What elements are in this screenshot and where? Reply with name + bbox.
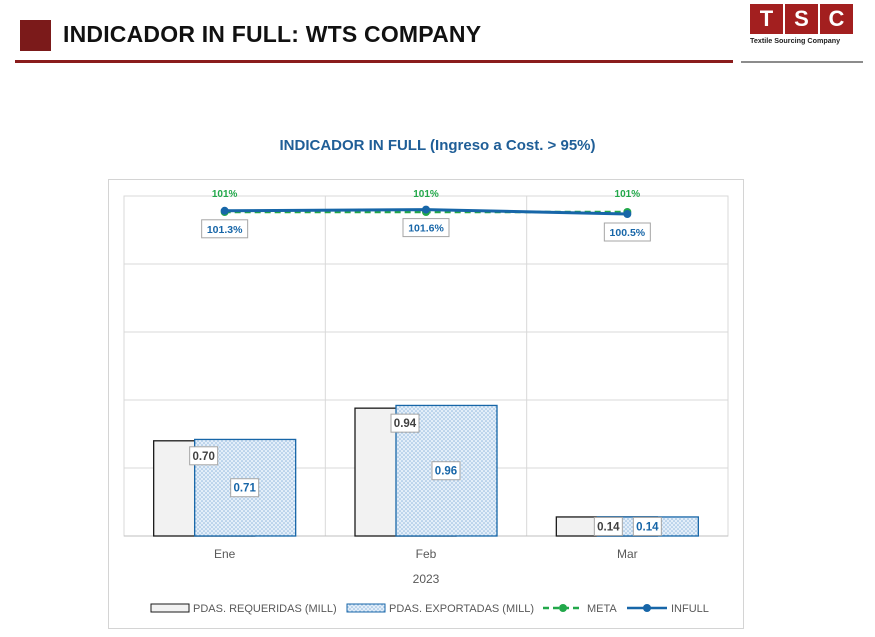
meta-data-label: 101%: [615, 189, 641, 200]
data-label-requeridas: 0.94: [394, 418, 417, 430]
combo-chart: 0.70 0.71 0.94 0.96 0.14 0.14 101% 101% 101% 101.…: [123, 189, 729, 615]
chart-frame: 0.70 0.71 0.94 0.96 0.14 0.14 101% 101% 101% 101.…: [108, 179, 744, 629]
logo-letter: S: [785, 4, 818, 34]
logo-letter: T: [750, 4, 783, 34]
x-tick-label: Feb: [416, 547, 437, 561]
infull-data-label: 100.5%: [610, 227, 646, 239]
data-label-requeridas-box: [189, 446, 219, 466]
logo-tagline: Textile Sourcing Company: [750, 36, 841, 45]
data-label-requeridas: 0.70: [192, 451, 214, 463]
meta-data-label: 101%: [413, 189, 439, 200]
infull-data-label-box: [201, 219, 249, 239]
legend-swatch-requeridas: [150, 603, 190, 613]
infull-point: [422, 205, 430, 214]
legend-label: PDAS. REQUERIDAS (MILL): [193, 603, 337, 615]
header-divider: [15, 60, 733, 63]
data-label-exportadas-box: [431, 461, 461, 481]
infull-point: [623, 210, 632, 218]
infull-data-label-box: [603, 222, 651, 242]
legend-swatch-exportadas: [346, 603, 386, 613]
legend-label: INFULL: [671, 603, 709, 615]
legend-marker-infull: [643, 604, 651, 612]
data-label-exportadas: 0.14: [636, 521, 659, 533]
data-label-requeridas: 0.14: [597, 521, 620, 533]
x-axis-title: 2023: [413, 572, 440, 586]
logo-letter: C: [820, 4, 853, 34]
data-label-exportadas-box: [230, 478, 260, 498]
data-label-requeridas-box: [390, 413, 420, 433]
x-tick-label: Ene: [214, 547, 236, 561]
x-tick-label: Mar: [617, 547, 638, 561]
meta-data-label: 101%: [212, 189, 238, 200]
header-divider-secondary: [741, 61, 863, 63]
legend-label: PDAS. EXPORTADAS (MILL): [389, 603, 534, 615]
data-label-exportadas: 0.96: [435, 466, 457, 478]
company-logo: T S C Textile Sourcing Company: [750, 4, 854, 45]
legend-label: META: [587, 603, 617, 615]
infull-data-label: 101.3%: [207, 224, 243, 236]
page-title: INDICADOR IN FULL: WTS COMPANY: [63, 21, 482, 47]
legend-marker-meta: [559, 604, 567, 612]
infull-data-label-box: [402, 218, 450, 238]
chart-title: INDICADOR IN FULL (Ingreso a Cost. > 95%…: [279, 137, 596, 154]
data-label-exportadas: 0.71: [233, 483, 256, 495]
data-label-exportadas-box: [632, 516, 662, 536]
infull-data-label: 101.6%: [408, 223, 444, 235]
infull-point: [220, 206, 229, 215]
data-label-requeridas-box: [593, 516, 623, 536]
header-accent-square: [20, 20, 51, 51]
